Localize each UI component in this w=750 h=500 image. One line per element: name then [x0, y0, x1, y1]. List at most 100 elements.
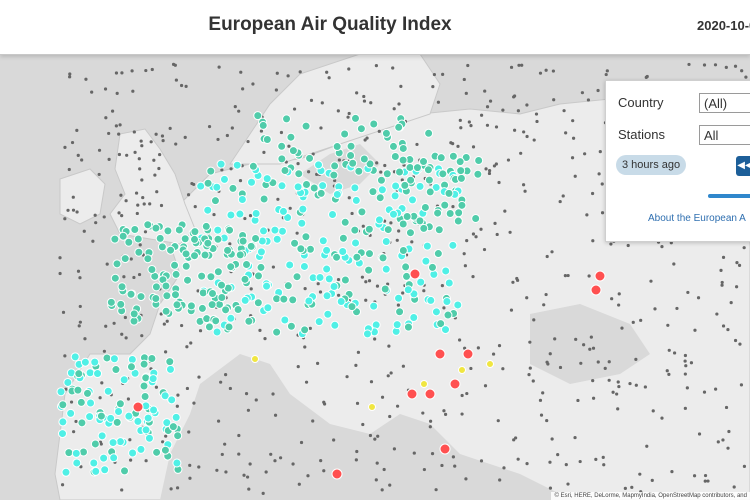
station-marker-nodata[interactable] — [187, 430, 191, 434]
station-marker[interactable] — [128, 448, 138, 458]
station-marker[interactable] — [258, 120, 268, 130]
station-marker-nodata[interactable] — [286, 74, 290, 78]
station-marker-nodata[interactable] — [588, 347, 592, 351]
station-marker[interactable] — [244, 316, 254, 326]
station-marker[interactable] — [441, 266, 451, 276]
station-marker-nodata[interactable] — [527, 373, 531, 377]
station-marker[interactable] — [110, 273, 120, 283]
station-marker-nodata[interactable] — [159, 203, 164, 208]
station-marker[interactable] — [103, 386, 113, 396]
station-marker[interactable] — [357, 207, 367, 217]
station-marker[interactable] — [286, 132, 296, 142]
station-marker-nodata[interactable] — [176, 393, 180, 397]
station-marker-nodata[interactable] — [369, 380, 374, 384]
station-marker-nodata[interactable] — [512, 94, 517, 98]
station-marker-nodata[interactable] — [686, 290, 690, 295]
station-marker[interactable] — [74, 369, 84, 379]
station-marker-nodata[interactable] — [583, 152, 587, 156]
station-marker-nodata[interactable] — [616, 407, 620, 411]
station-marker-nodata[interactable] — [237, 433, 241, 438]
station-marker-nodata[interactable] — [720, 283, 724, 287]
station-marker[interactable] — [300, 325, 310, 335]
station-marker-nodata[interactable] — [724, 405, 729, 410]
station-marker[interactable] — [111, 365, 121, 375]
station-marker-nodata[interactable] — [382, 467, 386, 472]
station-marker-nodata[interactable] — [631, 320, 635, 324]
station-marker[interactable] — [210, 196, 220, 206]
station-marker-nodata[interactable] — [124, 336, 128, 340]
station-marker[interactable] — [96, 411, 106, 421]
station-marker[interactable] — [203, 178, 213, 188]
station-marker[interactable] — [237, 195, 247, 205]
station-marker-nodata[interactable] — [590, 191, 595, 196]
station-marker[interactable] — [58, 417, 68, 427]
station-marker-nodata[interactable] — [76, 269, 81, 273]
station-marker[interactable] — [201, 221, 211, 231]
station-marker[interactable] — [383, 225, 393, 235]
station-marker-nodata[interactable] — [104, 324, 108, 328]
station-marker-nodata[interactable] — [273, 413, 278, 417]
station-marker[interactable] — [85, 368, 95, 378]
station-marker-nodata[interactable] — [237, 452, 241, 456]
station-marker-nodata[interactable] — [140, 144, 144, 148]
station-marker-nodata[interactable] — [165, 319, 169, 323]
station-marker[interactable] — [425, 187, 435, 197]
station-marker[interactable] — [130, 224, 140, 234]
station-marker-nodata[interactable] — [136, 203, 140, 207]
station-marker-nodata[interactable] — [114, 124, 118, 128]
station-marker[interactable] — [213, 225, 223, 235]
station-marker[interactable] — [351, 238, 361, 248]
station-marker[interactable] — [292, 272, 302, 282]
station-marker[interactable] — [364, 265, 374, 275]
station-marker[interactable] — [225, 225, 235, 235]
station-marker-nodata[interactable] — [374, 478, 378, 482]
station-marker[interactable] — [196, 181, 206, 191]
station-marker-nodata[interactable] — [551, 69, 555, 73]
station-marker-poor[interactable] — [434, 348, 446, 360]
station-marker[interactable] — [473, 169, 483, 179]
station-marker[interactable] — [309, 183, 319, 193]
station-marker-nodata[interactable] — [732, 485, 736, 489]
station-marker[interactable] — [166, 245, 176, 255]
station-marker-nodata[interactable] — [469, 124, 473, 128]
station-marker[interactable] — [338, 233, 348, 243]
station-marker[interactable] — [116, 299, 126, 309]
station-marker[interactable] — [204, 322, 214, 332]
station-marker-poor[interactable] — [590, 284, 602, 296]
station-marker-nodata[interactable] — [400, 178, 404, 182]
station-marker-nodata[interactable] — [553, 337, 557, 341]
station-marker-nodata[interactable] — [212, 212, 216, 217]
station-marker-nodata[interactable] — [223, 442, 227, 446]
station-marker-nodata[interactable] — [702, 63, 707, 67]
station-marker[interactable] — [86, 398, 96, 408]
station-marker-nodata[interactable] — [152, 158, 156, 162]
station-marker[interactable] — [456, 173, 466, 183]
station-marker-nodata[interactable] — [564, 463, 568, 467]
station-marker-nodata[interactable] — [703, 479, 707, 483]
station-marker-poor[interactable] — [406, 388, 418, 400]
station-marker[interactable] — [352, 252, 362, 262]
station-marker-nodata[interactable] — [604, 72, 608, 77]
station-marker[interactable] — [143, 413, 153, 423]
station-marker[interactable] — [212, 327, 222, 337]
station-marker-nodata[interactable] — [391, 66, 395, 70]
station-marker-nodata[interactable] — [228, 386, 232, 391]
station-marker[interactable] — [203, 238, 213, 248]
station-marker[interactable] — [120, 466, 130, 476]
station-marker-nodata[interactable] — [347, 67, 351, 71]
station-marker-nodata[interactable] — [556, 453, 560, 457]
station-marker[interactable] — [126, 362, 136, 372]
station-marker-nodata[interactable] — [179, 83, 184, 88]
station-marker[interactable] — [420, 202, 430, 212]
station-marker-nodata[interactable] — [271, 265, 275, 269]
station-marker-nodata[interactable] — [316, 282, 320, 286]
station-marker[interactable] — [181, 249, 191, 259]
station-marker[interactable] — [235, 209, 245, 219]
station-marker[interactable] — [285, 260, 295, 270]
station-marker[interactable] — [318, 181, 328, 191]
station-marker[interactable] — [381, 237, 391, 247]
station-marker-nodata[interactable] — [541, 391, 545, 395]
station-marker[interactable] — [115, 437, 125, 447]
station-marker[interactable] — [346, 151, 356, 161]
station-marker-nodata[interactable] — [467, 120, 471, 124]
